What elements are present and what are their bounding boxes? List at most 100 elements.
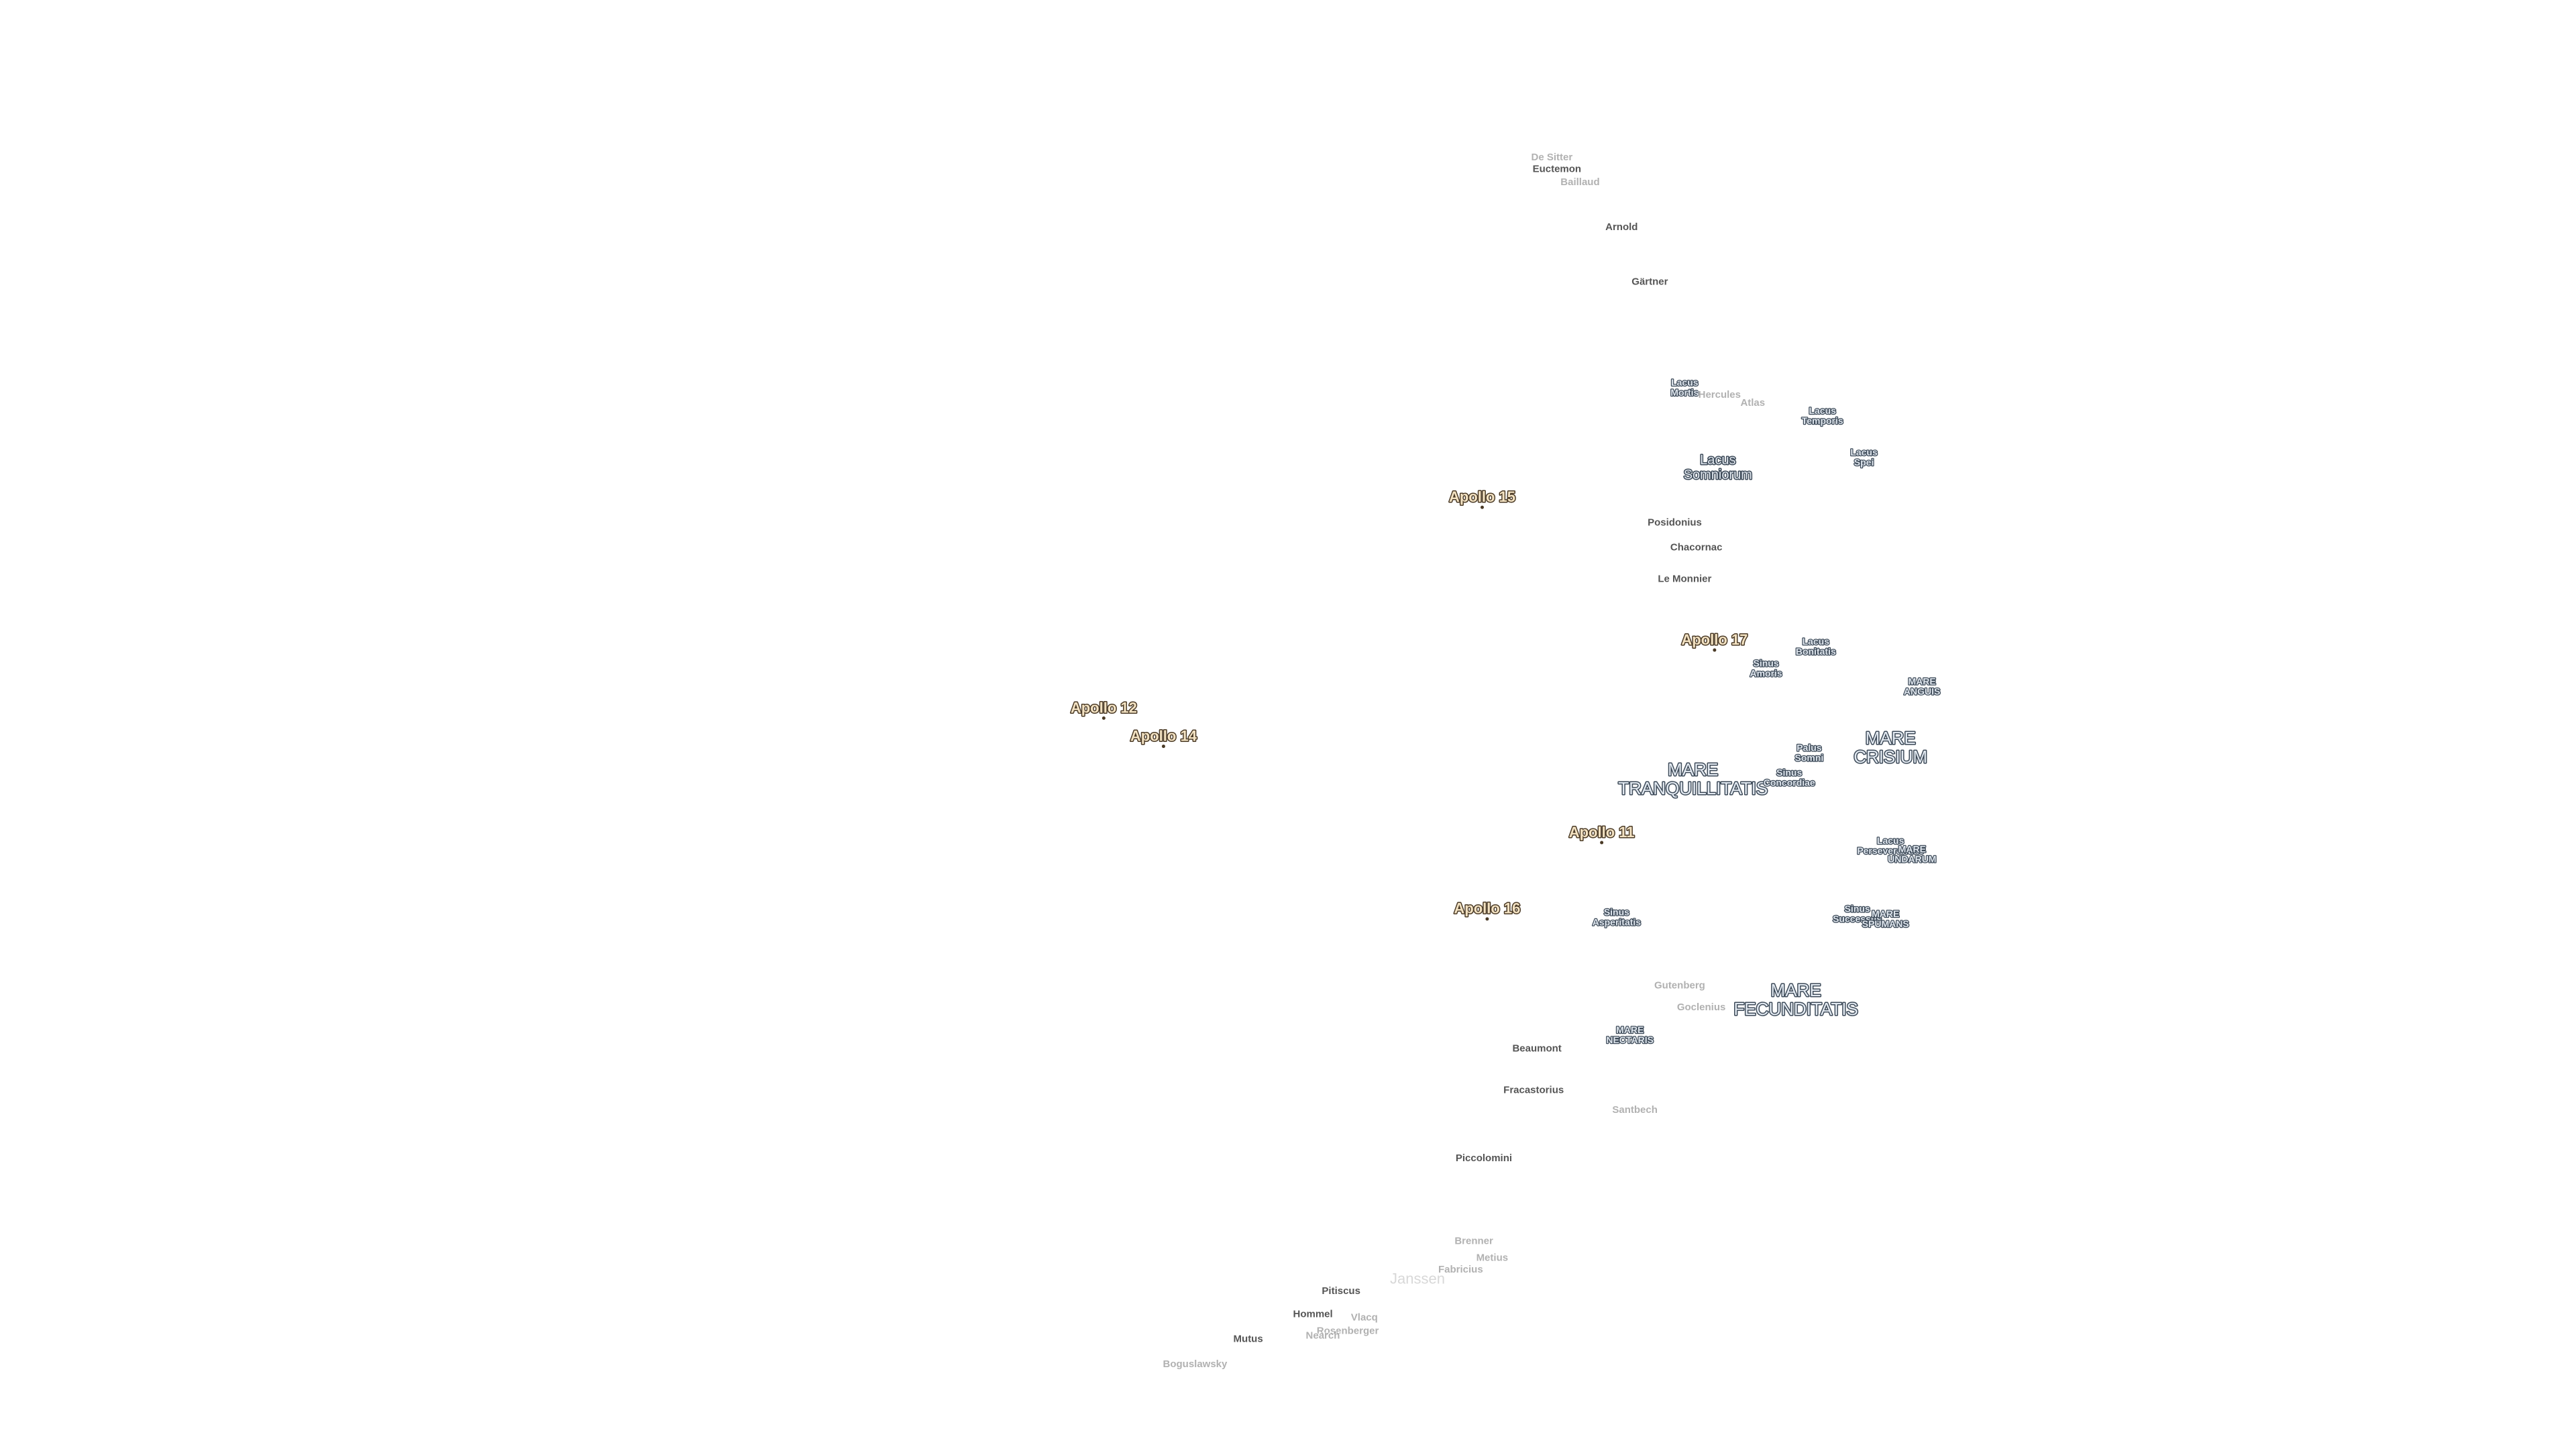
map-label: Posidonius (1647, 516, 1703, 529)
label-text: MARE (1771, 980, 1821, 1000)
map-label: Metius (1475, 1251, 1509, 1265)
map-label: Hercules (1697, 388, 1741, 401)
label-text: Le Monnier (1658, 573, 1711, 584)
label-text: Pitiscus (1322, 1285, 1360, 1297)
label-text: Palus (1796, 743, 1822, 753)
map-label: Vlacq (1350, 1311, 1379, 1324)
label-text: CRISIUM (1854, 747, 1927, 767)
label-text: Fabricius (1438, 1264, 1483, 1275)
label-text: MARE (1872, 908, 1899, 919)
map-label: Janssen (1389, 1269, 1446, 1288)
label-text: Somniorum (1684, 468, 1752, 482)
label-text: Amoris (1750, 667, 1782, 678)
map-label: Nearch (1305, 1329, 1341, 1342)
map-label: Apollo 11 (1568, 822, 1635, 845)
map-label: Beaumont (1511, 1042, 1562, 1055)
landing-site (1485, 917, 1489, 921)
label-text: MARE (1866, 728, 1916, 748)
label-text: Bonitatis (1796, 646, 1836, 657)
label-text: Hercules (1699, 389, 1741, 400)
map-label: Goclenius (1676, 1000, 1727, 1014)
landing-site (1161, 745, 1165, 749)
label-text: Somni (1795, 753, 1824, 763)
landing-site (1102, 716, 1106, 720)
label-text: Lacus (1850, 447, 1878, 458)
map-label: Brenner (1454, 1234, 1495, 1248)
label-text: Concordiae (1764, 777, 1815, 788)
label-text: De Sitter (1532, 152, 1573, 163)
map-label: Fabricius (1437, 1263, 1484, 1276)
label-text: Piccolomini (1456, 1152, 1512, 1164)
map-label: Rosenberger (1316, 1324, 1380, 1338)
map-label: Apollo 17 (1680, 630, 1749, 652)
map-label: Mutus (1232, 1332, 1264, 1346)
label-text: Goclenius (1677, 1002, 1726, 1013)
map-label: Chacornac (1669, 541, 1723, 554)
label-text: Successus (1833, 914, 1882, 924)
label-text: Temporis (1802, 415, 1843, 426)
label-text: Santbech (1612, 1104, 1658, 1116)
label-text: Apollo 16 (1454, 900, 1520, 917)
label-text: Apollo 11 (1569, 824, 1635, 841)
label-text: Vlacq (1351, 1312, 1378, 1324)
map-label: Apollo 12 (1069, 698, 1138, 720)
map-label: Apollo 15 (1448, 488, 1516, 509)
label-text: MARE (1898, 843, 1926, 854)
label-text: Sinus (1604, 906, 1629, 917)
label-text: Brenner (1454, 1236, 1493, 1247)
label-text: Gutenberg (1654, 980, 1705, 991)
label-text: Baillaud (1560, 176, 1599, 188)
label-text: Lacus (1877, 835, 1904, 846)
label-text: Beaumont (1512, 1043, 1561, 1055)
landing-site (1600, 841, 1604, 845)
map-label: Apollo 14 (1129, 727, 1198, 749)
map-label: Atlas (1739, 396, 1766, 410)
label-text: Apollo 12 (1071, 699, 1137, 716)
map-label: Fracastorius (1503, 1083, 1565, 1097)
label-text: UNDARUM (1888, 853, 1936, 864)
map-label: Arnold (1605, 220, 1639, 233)
map-label: Piccolomini (1454, 1151, 1513, 1165)
label-text: Atlas (1740, 397, 1765, 409)
label-text: Sinus (1776, 767, 1802, 778)
landing-site (1713, 648, 1717, 652)
label-text: Janssen (1390, 1270, 1445, 1287)
label-text: Apollo 15 (1449, 488, 1515, 505)
label-text: Apollo 17 (1681, 631, 1748, 648)
label-text: SPUMANS (1862, 918, 1909, 929)
map-label: Pitiscus (1321, 1284, 1362, 1297)
label-text: Chacornac (1670, 541, 1723, 553)
map-label: Le Monnier (1657, 572, 1713, 586)
map-label: Gutenberg (1653, 979, 1706, 992)
map-label: Gärtner (1631, 275, 1669, 288)
label-text: Arnold (1605, 221, 1638, 233)
label-text: Sinus (1845, 904, 1870, 914)
label-text: Gärtner (1631, 276, 1668, 288)
label-text: Metius (1477, 1252, 1509, 1263)
label-text: Mutus (1234, 1334, 1263, 1345)
label-text: Rosenberger (1317, 1325, 1379, 1336)
label-text: Fracastorius (1503, 1085, 1564, 1096)
label-text: MARE (1909, 676, 1936, 687)
label-text: Lacus (1700, 453, 1735, 468)
label-text: Sinus (1754, 657, 1779, 668)
label-text: MARE (1616, 1024, 1644, 1035)
label-text: Mortis (1670, 387, 1699, 398)
label-text: Asperitatis (1593, 916, 1642, 927)
map-label: Apollo 16 (1453, 899, 1521, 921)
label-text: Apollo 14 (1130, 727, 1197, 744)
label-text: Lacus (1809, 405, 1836, 416)
